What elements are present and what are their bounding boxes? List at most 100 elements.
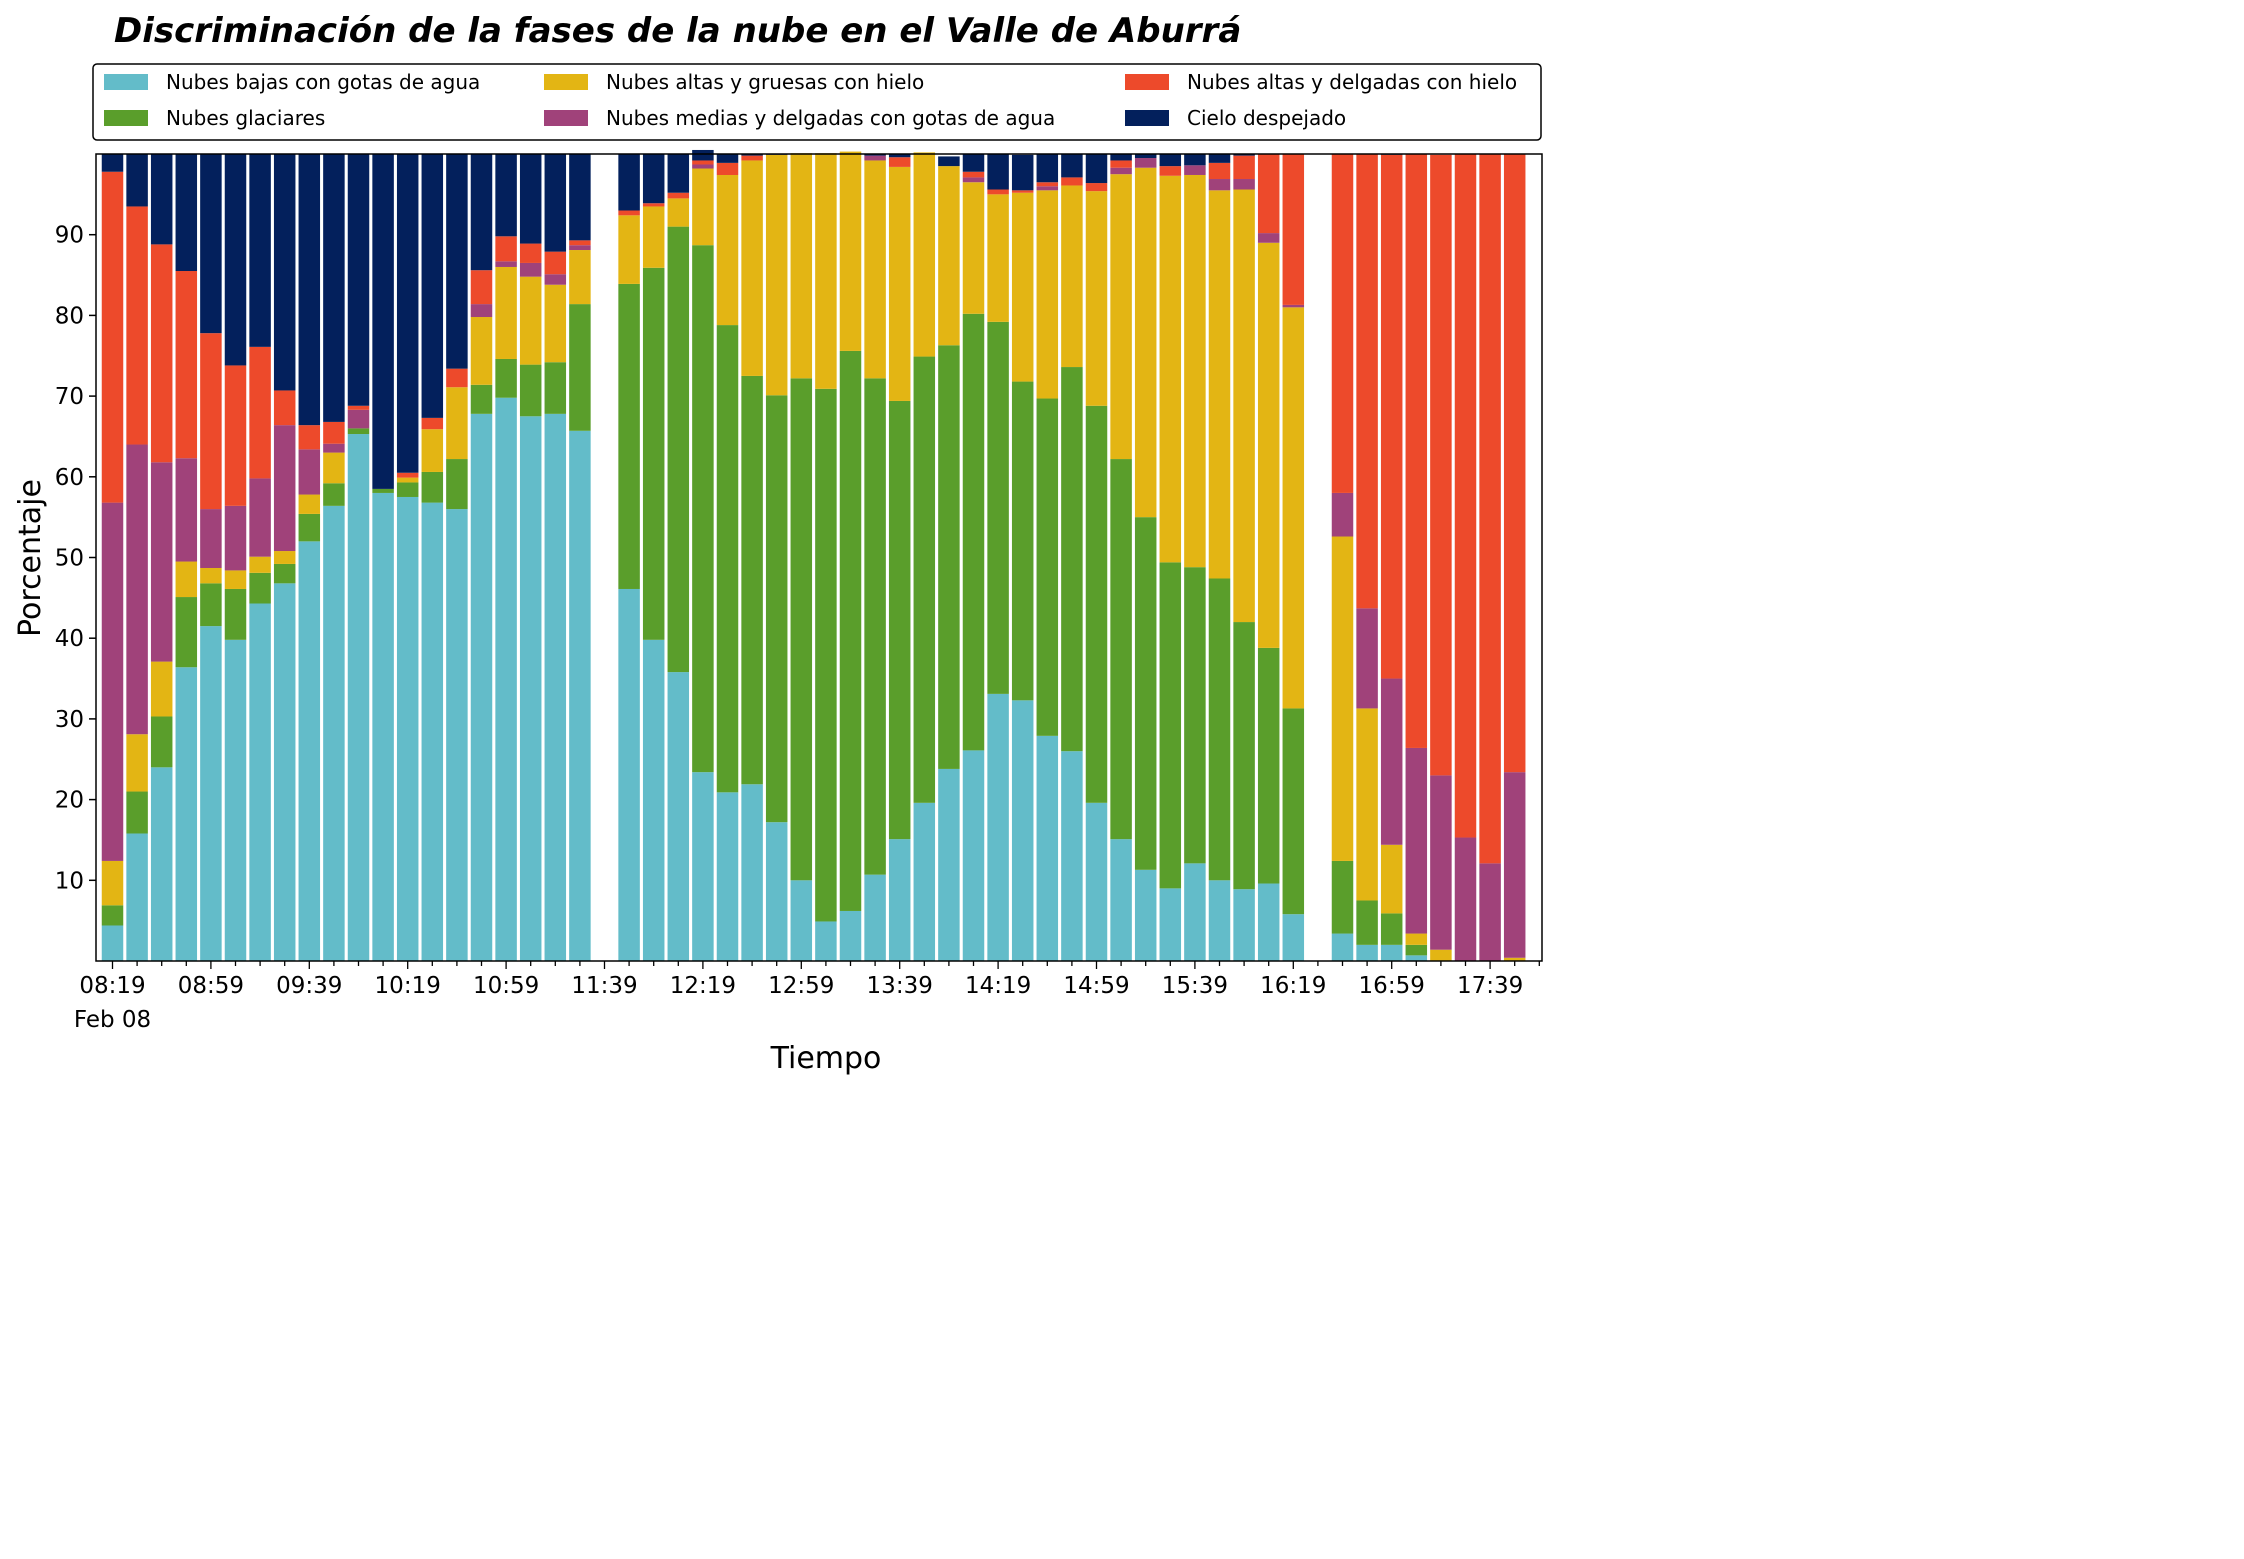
x-tick-label: 08:59 [178,973,244,999]
bar-segment [421,154,444,418]
bar-segment [1503,957,1526,961]
bar-segment [765,822,788,961]
bar-segment [1061,177,1083,186]
bar-segment [888,154,911,158]
bar-segment [569,250,591,305]
bar-segment [1159,166,1182,176]
legend: Nubes bajas con gotas de agua Nubes glaci… [92,63,1542,141]
bar-segment [200,626,222,961]
y-axis: 10 20 30 40 50 60 70 80 90 [55,223,96,894]
bar-segment [790,880,813,961]
bar-segment [372,154,394,489]
bar-segment [101,154,124,172]
bar-segment [298,541,321,961]
x-tick-label: 15:39 [1162,973,1228,999]
bar-segment [642,154,665,204]
bar-segment [249,572,271,604]
bar-segment [1208,162,1231,180]
bar-segment [126,154,148,207]
bars-group [101,149,1526,962]
bar-segment [1233,155,1255,180]
bar-segment [1085,405,1108,803]
bar-segment [323,483,345,506]
bar-segment [1159,154,1182,167]
bar-segment [150,244,173,463]
bar-segment [864,160,886,379]
bar-segment [150,661,173,717]
bar-segment [519,262,542,277]
bar-segment [692,164,714,169]
bar-segment [569,240,591,246]
bar-segment [323,154,345,422]
bar-segment [1011,700,1034,961]
bar-segment [273,390,296,426]
bar-segment [864,154,886,156]
bar-segment [864,378,886,875]
legend-label: Nubes altas y delgadas con hielo [1187,70,1517,94]
bar-segment [323,452,345,484]
x-tick-label: 14:19 [965,973,1031,999]
bar-segment [692,160,714,165]
bar-segment [765,395,788,823]
bar-segment [101,905,124,926]
bar-segment [864,874,886,961]
bar-segment [1036,398,1059,736]
bar-segment [888,400,911,840]
bar-segment [569,245,591,251]
bar-segment [1257,647,1280,884]
bar-segment [692,245,714,773]
x-tick-label: 14:59 [1063,973,1129,999]
bar-segment [495,154,517,237]
bar-segment [1257,154,1280,234]
bar-segment [495,266,517,359]
bar-segment [249,154,271,347]
bar-segment [692,168,714,246]
bar-segment [1282,307,1305,709]
bar-segment [667,154,690,193]
bar-segment [618,215,640,284]
bar-segment [224,154,247,366]
bar-segment [249,346,271,479]
bar-segment [1454,154,1477,838]
bar-segment [175,667,198,961]
bar-segment [962,313,985,751]
bar-segment [1184,174,1206,568]
bar-segment [1061,154,1083,178]
y-tick-label: 20 [55,788,84,814]
bar-segment [347,405,370,410]
bar-segment [396,477,419,483]
x-tick-label: 16:19 [1260,973,1326,999]
bar-segment [1331,492,1354,537]
bar-segment [938,166,960,346]
bar-segment [1036,154,1059,183]
bar-segment [273,425,296,552]
bar-segment [224,639,247,961]
bar-segment [200,154,222,334]
bar-segment [938,345,960,769]
bar-segment [1233,154,1255,156]
bar-segment [249,478,271,557]
bar-segment [1380,913,1403,945]
bar-segment [224,365,247,506]
bar-segment [569,430,591,961]
bar-segment [1331,154,1354,493]
x-tick-label: 08:19 [79,973,145,999]
bar-segment [987,189,1009,195]
bar-segment [396,154,419,473]
bar-segment [323,505,345,961]
bar-segment [150,154,173,245]
bar-segment [716,792,739,961]
bar-segment [618,283,640,589]
bar-segment [1430,949,1452,961]
bar-segment [519,243,542,263]
bar-segment [446,154,468,369]
bar-segment [1405,747,1428,934]
bar-segment [642,267,665,640]
bar-segment [1331,536,1354,861]
bar-segment [839,350,862,911]
bar-segment [692,149,714,161]
legend-label: Nubes glaciares [166,106,325,130]
bar-segment [815,921,837,961]
bar-segment [101,860,124,906]
bar-segment [888,157,911,167]
